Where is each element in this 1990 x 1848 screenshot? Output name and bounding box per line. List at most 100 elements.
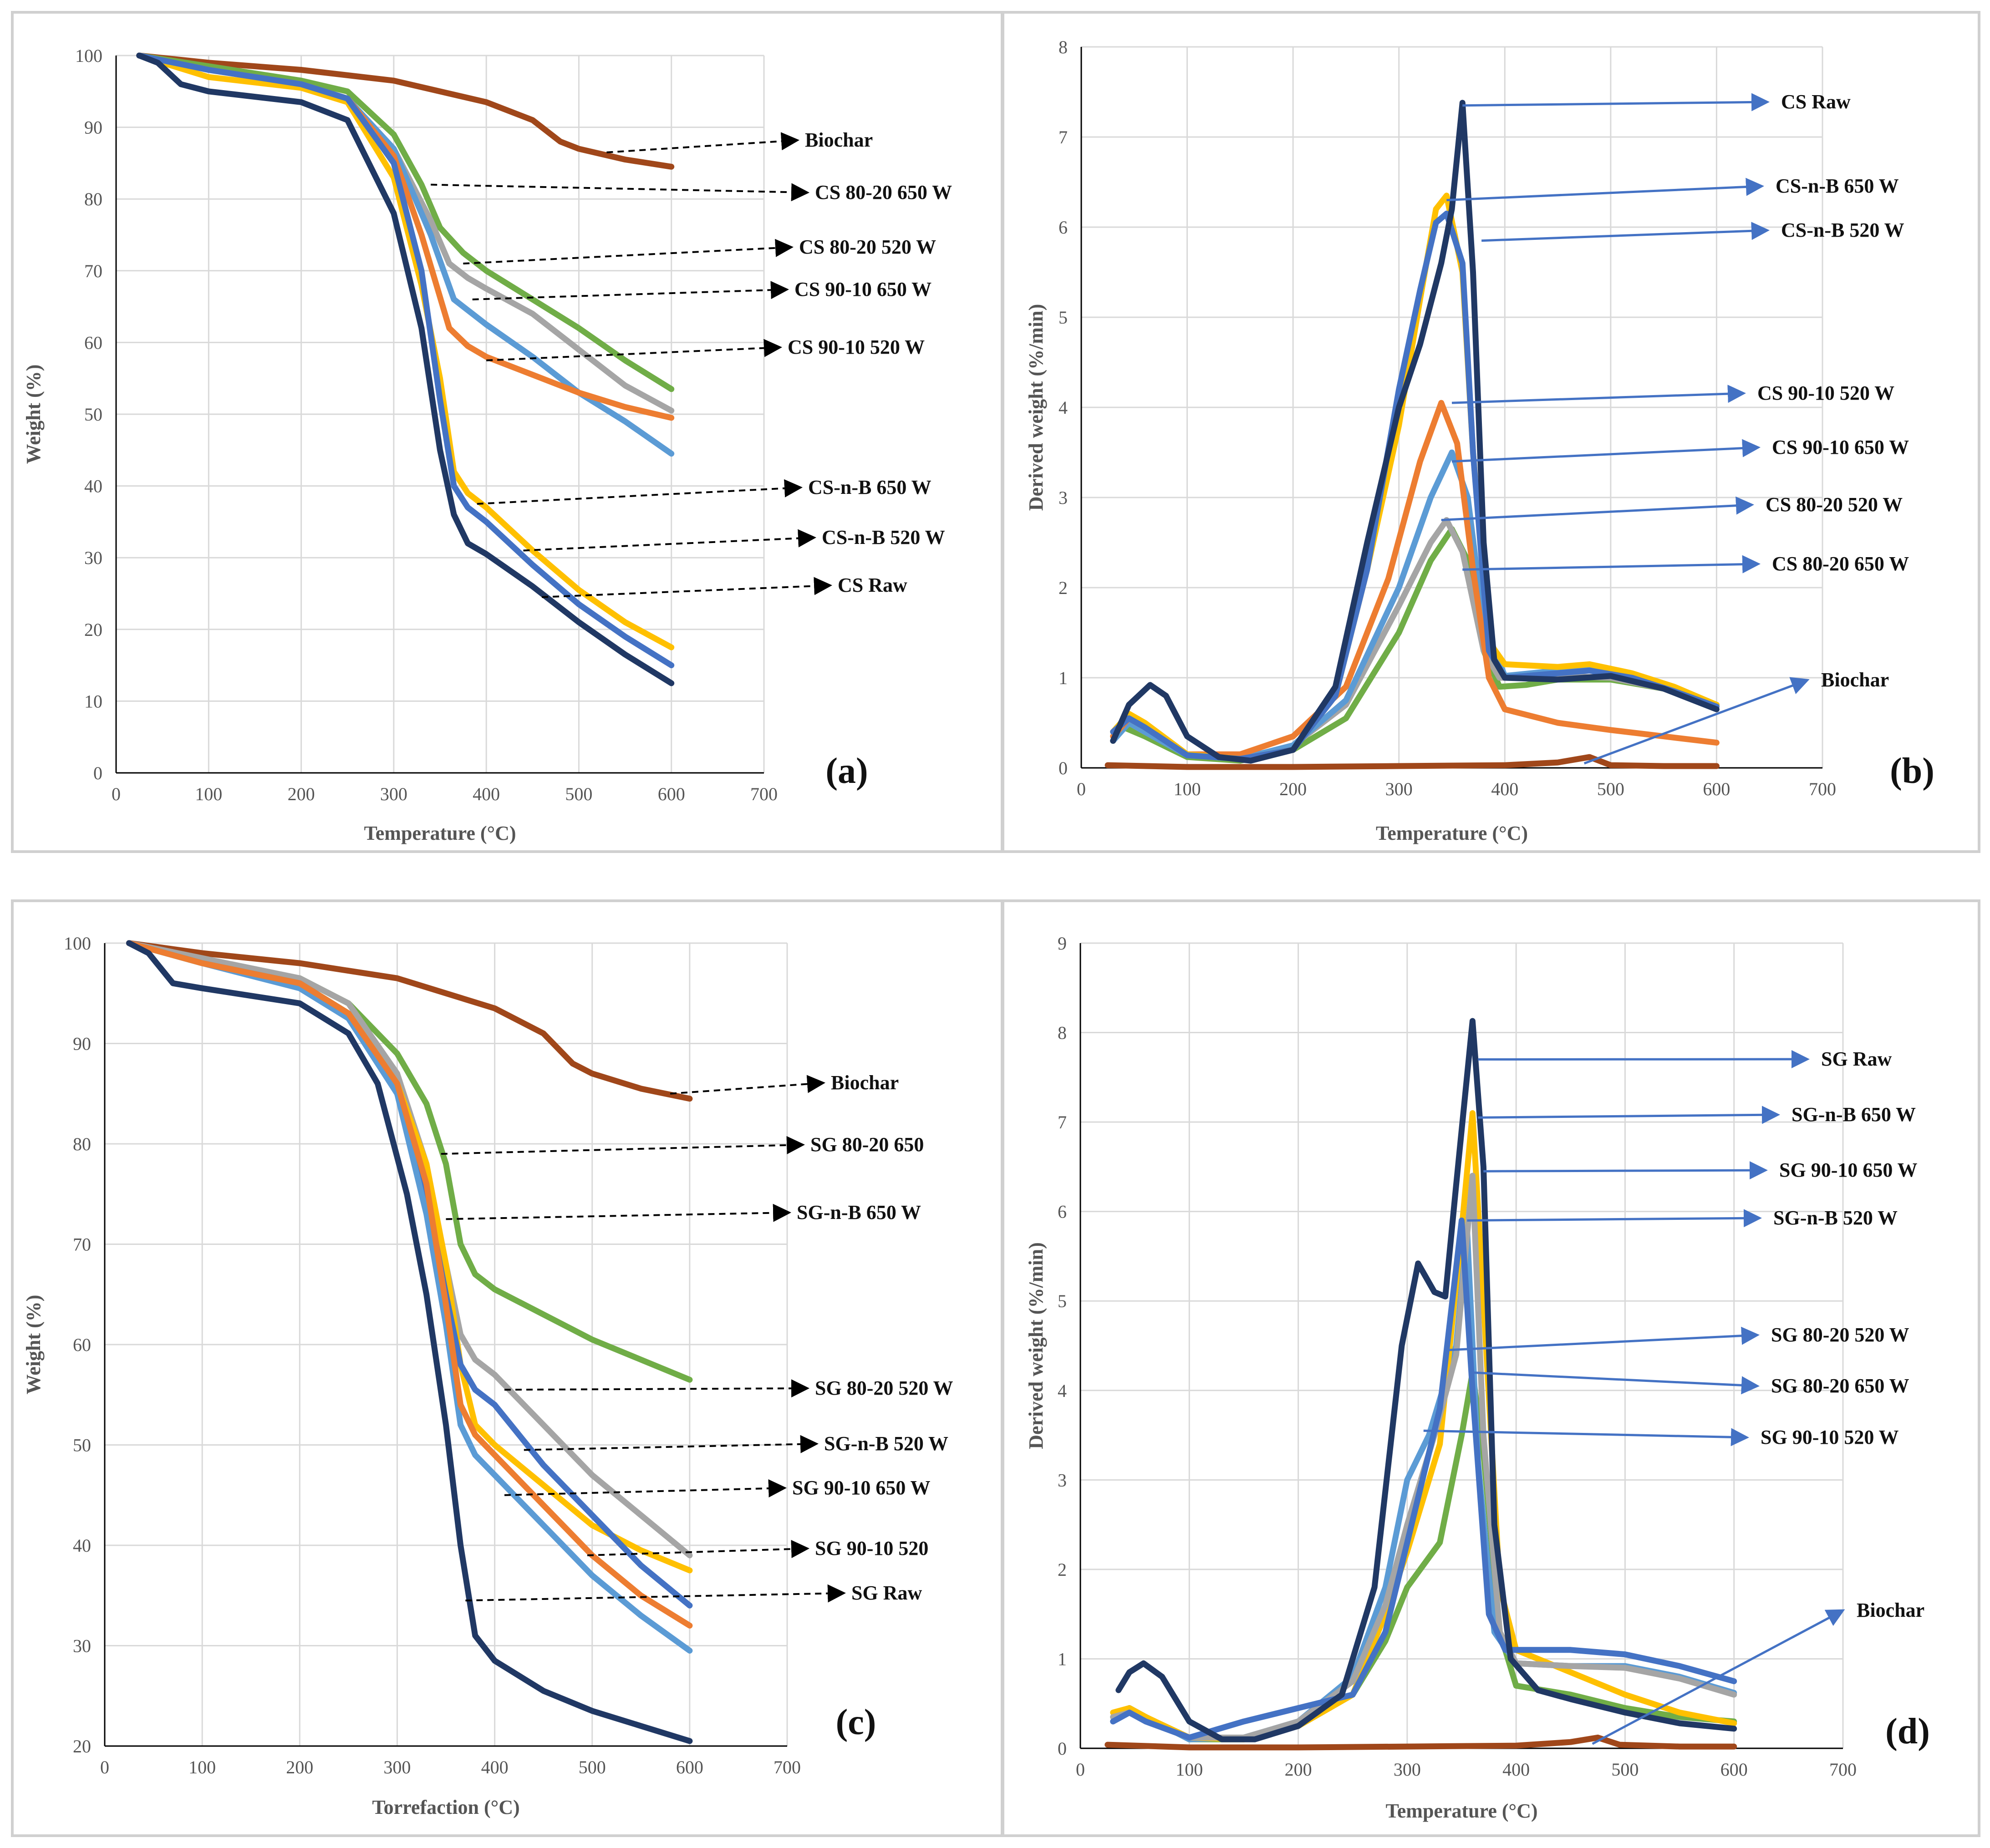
chart-a-series-biochar [136,52,675,170]
chart-b-x-tick-label: 100 [1174,779,1201,799]
chart-d-x-tick-label: 400 [1502,1759,1530,1780]
chart-d-annotation-label: SG Raw [1821,1048,1892,1070]
chart-c-x-tick-label: 200 [286,1757,313,1777]
chart-d-series-sg-n-b-650-w [1110,1110,1737,1742]
chart-d-annotation-label: SG 90-10 520 W [1761,1426,1899,1448]
chart-d-annotation-arrow [1592,1609,1845,1745]
chart-b-series-cs-90-10-650-w [1110,449,1720,762]
chart-c-annotation-label: SG 90-10 650 W [792,1477,931,1499]
chart-d-annotation-label: SG 80-20 520 W [1771,1324,1909,1346]
chart-b-x-axis-label: Temperature (°C) [1376,822,1528,844]
chart-c-y-tick-label: 50 [73,1435,91,1456]
chart-b-annotation-label: CS 90-10 520 W [1757,382,1894,404]
chart-c-y-tick-label: 70 [73,1234,91,1255]
chart-c-series-sg-n-b-650-w [126,940,693,1574]
chart-c-annotation-arrow [587,1540,809,1559]
chart-a-annotation-arrow [523,529,816,552]
chart-c-y-tick-label: 30 [73,1636,91,1656]
chart-d-y-tick-label: 1 [1058,1649,1067,1669]
chart-d-x-tick-label: 100 [1176,1759,1203,1780]
chart-c-series-sg-90-10-520 [126,940,693,1629]
chart-c-series-sg-80-20-650 [126,940,693,1383]
chart-c-x-tick-label: 500 [579,1757,606,1777]
chart-a-y-tick-label: 10 [84,691,102,711]
chart-c-annotation-arrow [670,1075,825,1095]
chart-d-series-sg-80-20-520-w [1110,1173,1737,1741]
chart-a-y-tick-label: 0 [93,763,102,783]
chart-b-series-cs-raw [1110,100,1720,764]
chart-b-series-biochar [1104,754,1720,770]
chart-d-x-tick-label: 0 [1076,1759,1085,1780]
chart-d-annotation-arrow [1445,1326,1760,1351]
chart-a-y-tick-label: 70 [84,261,102,281]
chart-b-annotation-label: Biochar [1821,669,1889,691]
chart-a-annotation-label: CS-n-B 520 W [822,526,945,548]
chart-a-y-tick-label: 80 [84,189,102,209]
chart-d-y-tick-label: 7 [1058,1112,1067,1132]
chart-d-series-sg-n-b-520-w [1110,1217,1737,1741]
chart-d-annotation-arrow [1478,1050,1810,1069]
panel-b [1002,11,1980,853]
chart-c-y-tick-label: 80 [73,1134,91,1154]
chart-a-panel-label: (a) [825,751,868,791]
chart-d-x-tick-label: 200 [1285,1759,1312,1780]
chart-d-annotation-arrow [1483,1161,1768,1180]
chart-c-annotation-arrow [441,1136,805,1155]
chart-a-annotation-label: CS Raw [838,574,907,596]
chart-c-annotation-label: SG-n-B 650 W [797,1201,921,1224]
panel-c [11,899,1003,1837]
chart-d-annotation-label: SG-n-B 520 W [1773,1207,1898,1229]
chart-a-annotation-label: CS 80-20 520 W [799,236,936,258]
chart-a-annotation-label: CS 80-20 650 W [815,181,952,203]
chart-a-series-cs-90-10-520-w [136,52,675,421]
chart-a-annotation-arrow [606,132,799,153]
chart-d-y-tick-label: 2 [1058,1559,1067,1580]
chart-b-annotation-label: CS-n-B 650 W [1776,175,1899,197]
chart-d-y-tick-label: 9 [1058,933,1067,954]
chart-a-x-tick-label: 100 [195,784,222,804]
chart-b-y-tick-label: 8 [1059,37,1068,57]
chart-d-annotation-arrow [1467,1209,1762,1228]
chart-c-annotation-arrow [504,1379,809,1398]
chart-b-annotation-arrow [1451,385,1746,404]
chart-c-annotation-label: SG 80-20 650 [810,1133,924,1156]
chart-b-x-tick-label: 300 [1385,779,1413,799]
chart-b-annotation-arrow [1462,93,1770,112]
chart-b-y-tick-label: 2 [1059,578,1068,598]
chart-d-x-tick-label: 300 [1394,1759,1421,1780]
chart-d-annotation-label: SG-n-B 650 W [1792,1103,1916,1126]
chart-c-annotation-label: SG 80-20 520 W [815,1377,953,1399]
chart-d-annotation-label: SG 80-20 650 W [1771,1375,1909,1397]
chart-d-y-axis-label: Derived weight (%/min) [1025,1242,1047,1449]
chart-b-annotation-arrow [1446,178,1764,202]
chart-a-x-tick-label: 300 [380,784,407,804]
chart-a-y-tick-label: 50 [84,404,102,425]
chart-d-series-sg-80-20-650-w [1110,1370,1737,1742]
chart-b-annotation-arrow [1481,222,1770,242]
chart-d-annotation-arrow [1472,1371,1760,1395]
chart-a-x-tick-label: 0 [112,784,121,804]
chart-c-annotation-arrow [504,1479,787,1498]
chart-b-annotation-arrow [1583,677,1810,765]
chart-d-y-tick-label: 6 [1058,1202,1067,1222]
chart-a-x-tick-label: 700 [750,784,778,804]
chart-a-annotation-arrow [463,239,794,265]
chart-c-annotation-label: Biochar [831,1071,899,1094]
panel-a [11,11,1003,853]
chart-b-y-axis-label: Derived weight (%/min) [1025,304,1047,511]
chart-b-annotation-arrow [1441,496,1754,521]
chart-b-annotation-label: CS 80-20 520 W [1766,493,1903,516]
chart-a-y-tick-label: 20 [84,619,102,640]
chart-a-annotation-arrow [477,479,803,505]
chart-b-x-tick-label: 400 [1491,779,1518,799]
chart-b-series-cs-80-20-520-w [1110,517,1720,762]
chart-a-y-axis-label: Weight (%) [22,365,45,464]
chart-d-series-biochar [1104,1734,1737,1751]
chart-b-y-tick-label: 3 [1059,487,1068,508]
chart-c-series-sg-90-10-650-w [126,940,693,1654]
chart-b-annotation-label: CS 90-10 650 W [1772,436,1909,458]
chart-c-annotation-arrow [465,1584,846,1603]
chart-a-annotation-arrow [486,339,782,361]
chart-d-x-axis-label: Temperature (°C) [1385,1800,1537,1822]
